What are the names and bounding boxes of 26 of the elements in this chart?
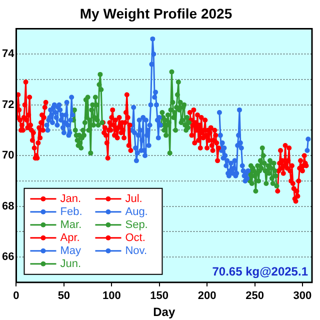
legend-label: Feb. [60,206,82,218]
legend-label: Mar. [60,218,82,231]
x-tick-label: 150 [150,290,169,302]
chart-title: My Weight Profile 2025 [80,5,232,22]
legend-label: Nov. [125,244,148,257]
y-tick-label: 72 [2,98,14,111]
legend-label: Oct. [125,232,146,244]
legend-label: Aug. [125,206,148,218]
legend-label: Jul. [125,192,142,205]
x-tick-label: 200 [198,290,216,302]
annotation: 70.65 kg@2025.1 [212,264,308,279]
x-tick-label: 300 [293,290,312,302]
legend-label: Apr. [60,232,80,244]
legend-label: May [60,244,82,257]
y-tick-label: 70 [2,150,14,162]
x-tick-label: 100 [102,290,121,302]
x-tick-label: 250 [246,290,264,302]
y-tick-label: 68 [2,200,14,212]
x-axis-title: Day [153,305,176,320]
y-tick-label: 66 [2,251,14,264]
y-tick-label: 74 [2,48,16,60]
x-tick-label: 0 [13,290,20,302]
legend-label: Jun. [60,258,82,270]
legend-label: Sep. [125,218,148,231]
x-tick-label: 50 [58,290,70,302]
legend-label: Jan. [60,192,82,205]
